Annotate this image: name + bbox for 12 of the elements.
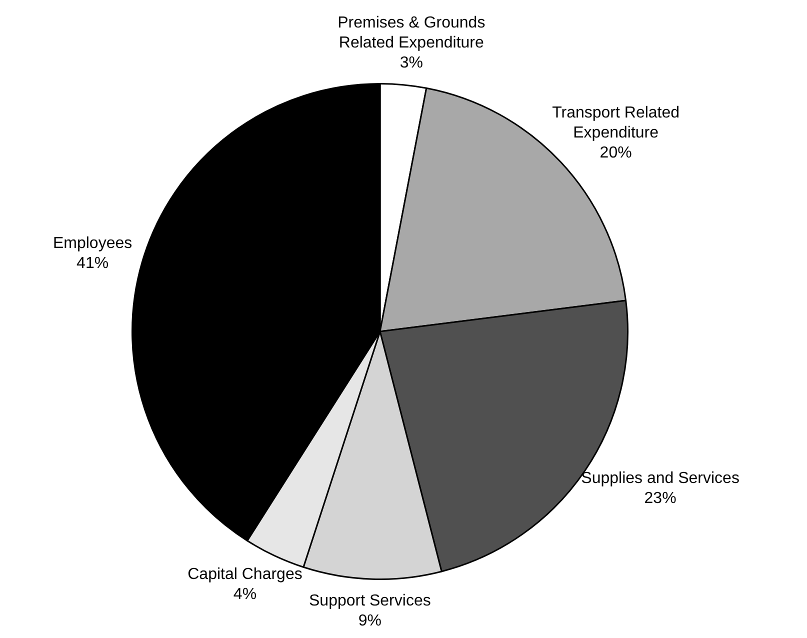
data-label: 23% [644,490,676,508]
slice-label: Support Services [309,592,431,610]
slice-label: Capital Charges [188,566,302,584]
data-label: 41% [76,254,109,272]
slice-label: Premises & Grounds Related Expenditure [338,14,486,52]
data-label: 9% [358,612,382,630]
slice-label: Employees [52,234,132,252]
slice-label: Supplies and Services [581,470,740,488]
data-label: 20% [600,144,632,162]
data-label: 4% [233,586,257,604]
data-label: 3% [400,54,423,72]
slice-label: Transport Related Expenditure [552,104,680,142]
